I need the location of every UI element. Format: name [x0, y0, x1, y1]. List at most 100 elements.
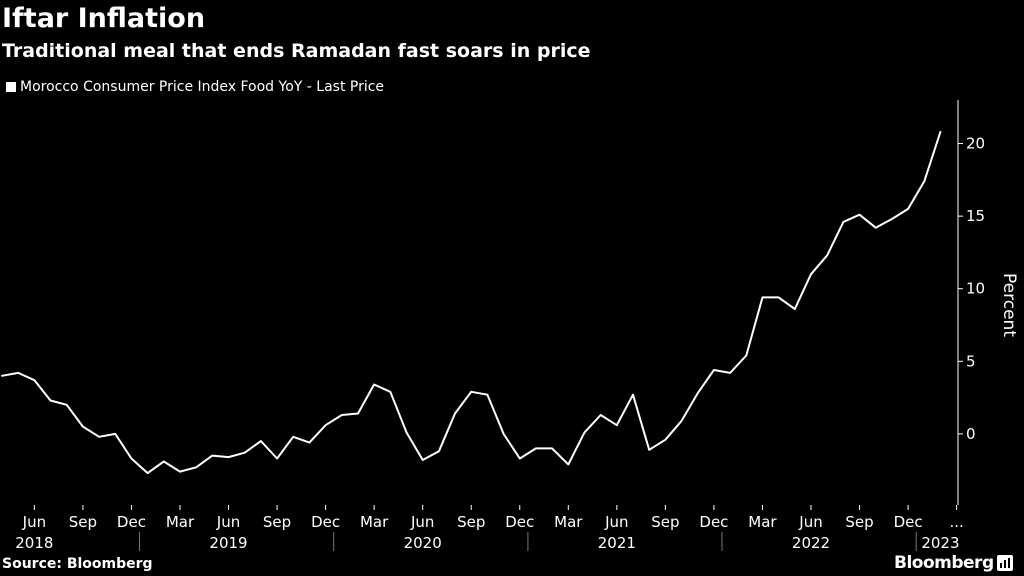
x-tick-label-2019-03: Mar	[166, 513, 195, 531]
data-point-2019-11	[308, 442, 310, 444]
data-point-2020-12	[519, 458, 521, 460]
data-point-2021-02	[551, 447, 553, 449]
data-point-2021-06	[616, 424, 618, 426]
y-tick-label-0: 0	[966, 425, 976, 443]
data-point-2022-12	[907, 208, 909, 210]
data-point-2022-02	[745, 355, 747, 357]
data-point-2022-07	[826, 254, 828, 256]
data-point-2020-01	[341, 414, 343, 416]
data-point-2019-05	[211, 455, 213, 457]
x-year-label-2020: 2020	[404, 534, 442, 552]
data-point-2021-01	[535, 447, 537, 449]
bar-chart-icon	[996, 555, 1013, 571]
x-tick-label-2020-03: Mar	[360, 513, 389, 531]
data-point-2018-10	[98, 436, 100, 438]
data-point-2019-07	[244, 452, 246, 454]
data-point-2020-03	[373, 384, 375, 386]
series-line-food-cpi	[1, 130, 942, 475]
x-tick-label-2019-09: Sep	[263, 513, 291, 531]
data-point-2018-09	[82, 426, 84, 428]
data-point-2019-01	[147, 472, 149, 474]
x-tick-label-2018-12: Dec	[117, 513, 146, 531]
data-point-2022-03	[762, 296, 764, 298]
bloomberg-logo: Bloomberg	[894, 552, 1013, 574]
data-point-2021-03	[567, 463, 569, 465]
year-separators	[139, 532, 917, 551]
data-point-2018-06	[33, 379, 35, 381]
data-point-2022-10	[875, 227, 877, 229]
data-point-2018-11	[114, 433, 116, 435]
x-year-label-2023: 2023	[921, 534, 959, 552]
data-point-2021-08	[648, 449, 650, 451]
x-tick-label-2022-09: Sep	[845, 513, 873, 531]
brand-name: Bloomberg	[894, 553, 994, 573]
y-tick-label-5: 5	[966, 352, 976, 370]
x-year-label-2018: 2018	[15, 534, 53, 552]
x-tick-label-2020-12: Dec	[505, 513, 534, 531]
x-tick-label-2020-09: Sep	[457, 513, 485, 531]
data-point-2022-09	[859, 214, 861, 216]
data-point-2022-04	[778, 296, 780, 298]
data-point-2018-05	[17, 372, 19, 374]
y-tick-label-20: 20	[966, 135, 985, 153]
data-point-2020-06	[422, 459, 424, 461]
data-point-2021-12	[713, 369, 715, 371]
x-tick-label-2021-06: Jun	[604, 513, 628, 531]
x-tick-label-2020-06: Jun	[410, 513, 434, 531]
data-point-2020-08	[454, 413, 456, 415]
data-point-2023-01	[923, 180, 925, 182]
data-point-2018-12	[130, 458, 132, 460]
data-point-2020-07	[438, 450, 440, 452]
data-point-2022-08	[842, 221, 844, 223]
chart-subtitle: Traditional meal that ends Ramadan fast …	[2, 40, 591, 62]
x-tick-label-2023-03: ...	[949, 513, 963, 531]
data-point-2019-06	[228, 456, 230, 458]
x-axis-ticks	[33, 505, 958, 510]
data-point-2020-04	[389, 391, 391, 393]
data-point-2020-05	[406, 431, 408, 433]
chart-title: Iftar Inflation	[2, 3, 206, 34]
data-point-2023-02	[939, 131, 941, 133]
data-point-2020-10	[486, 394, 488, 396]
data-point-2018-08	[66, 404, 68, 406]
y-axis-title: Percent	[999, 273, 1019, 337]
data-point-2019-08	[260, 440, 262, 442]
data-point-2021-10	[681, 420, 683, 422]
data-point-2019-09	[276, 458, 278, 460]
y-tick-label-15: 15	[966, 207, 985, 225]
x-year-label-2019: 2019	[209, 534, 247, 552]
x-axis-tick-labels: Jun Sep Dec Mar Jun Sep Dec Mar Jun Sep Dec Mar Jun S…	[22, 513, 964, 531]
data-point-2022-01	[729, 372, 731, 374]
data-point-2022-06	[810, 273, 812, 275]
data-point-2021-04	[584, 431, 586, 433]
data-point-2019-04	[195, 466, 197, 468]
data-point-2021-05	[600, 414, 602, 416]
data-point-2021-09	[664, 439, 666, 441]
x-tick-label-2021-12: Dec	[699, 513, 728, 531]
y-axis-tick-labels: 0 5 10 15 20	[966, 135, 985, 443]
data-point-2019-10	[292, 436, 294, 438]
y-tick-label-10: 10	[966, 280, 985, 298]
x-tick-label-2019-06: Jun	[216, 513, 240, 531]
data-points	[1, 131, 941, 474]
x-year-label-2022: 2022	[792, 534, 830, 552]
legend-label: Morocco Consumer Price Index Food YoY - …	[20, 79, 385, 95]
x-tick-label-2022-03: Mar	[748, 513, 777, 531]
x-tick-label-2021-09: Sep	[651, 513, 679, 531]
x-tick-label-2018-09: Sep	[69, 513, 97, 531]
x-tick-label-2021-03: Mar	[554, 513, 583, 531]
legend-swatch	[6, 82, 16, 92]
data-point-2019-12	[325, 424, 327, 426]
data-point-2020-02	[357, 413, 359, 415]
x-axis-year-labels: 2018 2019 2020 2021 2022 2023	[15, 534, 959, 552]
data-point-2020-11	[503, 433, 505, 435]
data-point-2018-07	[50, 400, 52, 402]
data-point-2019-02	[163, 461, 165, 463]
data-point-2018-04	[1, 375, 3, 377]
data-point-2020-09	[470, 391, 472, 393]
x-tick-label-2018-06: Jun	[22, 513, 46, 531]
data-point-2022-11	[891, 218, 893, 220]
data-point-2021-07	[632, 394, 634, 396]
